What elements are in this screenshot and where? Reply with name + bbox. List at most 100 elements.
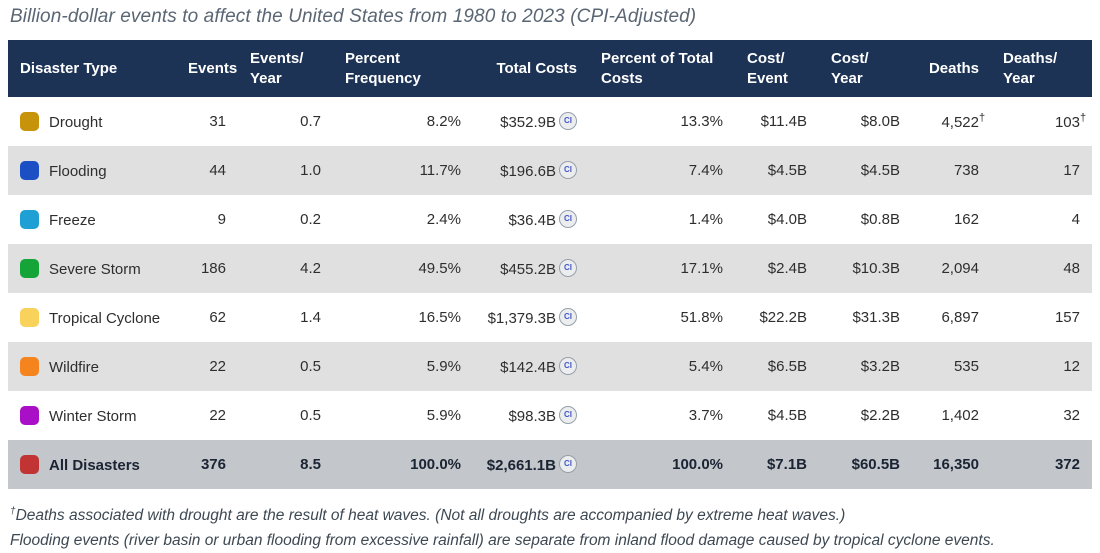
cell-events-per-year: 4.2	[300, 260, 321, 277]
table-row: Severe Storm 186 4.2 49.5% $455.2B CI 17.1% $2.…	[8, 244, 1092, 293]
column-header-disaster-type: Disaster Type	[8, 40, 176, 97]
cell-cost-per-event: $4.5B	[767, 162, 807, 179]
dagger-symbol: †	[10, 506, 16, 517]
table-row: Freeze 9 0.2 2.4% $36.4B CI 1.4% $4.0B $0.8B 162 4	[8, 195, 1092, 244]
disaster-color-swatch	[20, 455, 39, 474]
cell-cost-per-event: $2.4B	[767, 260, 807, 277]
table-row: Drought 31 0.7 8.2% $352.9B CI 13.3% $11.4B $8.0…	[8, 97, 1092, 146]
table-header: Disaster Type Events Events/ Year Percent F…	[8, 40, 1092, 97]
column-header-percent-frequency: Percent Frequency	[333, 40, 473, 97]
cell-percent-of-total-costs: 51.8%	[680, 309, 723, 326]
cell-cost-per-year: $4.5B	[860, 162, 900, 179]
footnote-text: Deaths associated with drought are the r…	[15, 507, 846, 525]
cell-events-per-year: 0.5	[300, 358, 321, 375]
cell-cost-per-event: $4.5B	[767, 407, 807, 424]
confidence-interval-badge[interactable]: CI	[559, 161, 577, 179]
footnote-drought-deaths: †Deaths associated with drought are the …	[10, 505, 1092, 528]
cell-cost-per-year: $0.8B	[860, 211, 900, 228]
cell-cost-per-event: $7.1B	[766, 456, 807, 473]
cell-deaths: 6,897	[941, 309, 979, 326]
cell-events: 31	[209, 113, 226, 130]
cell-deaths: 16,350	[933, 456, 979, 473]
table-row: Winter Storm 22 0.5 5.9% $98.3B CI 3.7% $4.5B $2…	[8, 391, 1092, 440]
cell-percent-frequency: 8.2%	[426, 113, 461, 130]
cell-cost-per-event: $4.0B	[767, 211, 807, 228]
disaster-color-swatch	[20, 357, 39, 376]
cell-percent-of-total-costs: 3.7%	[688, 407, 723, 424]
cell-percent-frequency: 100.0%	[410, 456, 461, 473]
cell-percent-frequency: 5.9%	[426, 407, 461, 424]
cell-deaths: 535	[953, 358, 979, 375]
column-header-total-costs: Total Costs	[473, 40, 589, 97]
confidence-interval-badge[interactable]: CI	[559, 308, 577, 326]
cell-percent-of-total-costs: 5.4%	[688, 358, 723, 375]
cell-cost-per-year: $8.0B	[860, 113, 900, 130]
cell-total-costs: $36.4B CI	[473, 195, 589, 244]
confidence-interval-badge[interactable]: CI	[559, 259, 577, 277]
cell-total-costs: $1,379.3B CI	[473, 293, 589, 342]
cell-disaster-type: Wildfire	[8, 342, 176, 391]
cell-deaths-per-year: 48	[1063, 260, 1080, 277]
cell-cost-per-year: $3.2B	[860, 358, 900, 375]
disaster-type-label: Flooding	[49, 163, 107, 180]
cell-deaths: 1,402	[941, 407, 979, 424]
disaster-color-swatch	[20, 210, 39, 229]
cell-events: 44	[209, 162, 226, 179]
cell-events: 22	[209, 358, 226, 375]
disaster-color-swatch	[20, 406, 39, 425]
cell-deaths-per-year: 372	[1054, 456, 1080, 473]
cell-percent-of-total-costs: 1.4%	[688, 211, 723, 228]
cell-total-costs: $142.4B CI	[473, 342, 589, 391]
cell-deaths-per-year: 157	[1054, 309, 1080, 326]
disaster-type-label: Wildfire	[49, 359, 100, 376]
cell-deaths: 738	[953, 162, 979, 179]
confidence-interval-badge[interactable]: CI	[559, 357, 577, 375]
cell-events: 62	[209, 309, 226, 326]
cell-events-per-year: 0.5	[300, 407, 321, 424]
cell-events-per-year: 1.4	[300, 309, 321, 326]
cell-cost-per-event: $22.2B	[759, 309, 807, 326]
cell-disaster-type: Severe Storm	[8, 244, 176, 293]
confidence-interval-badge[interactable]: CI	[559, 406, 577, 424]
cell-percent-frequency: 5.9%	[426, 358, 461, 375]
disaster-table: Disaster Type Events Events/ Year Percent F…	[8, 40, 1092, 489]
table-row-total: All Disasters 376 8.5 100.0% $2,661.1B CI 100.…	[8, 440, 1092, 489]
cell-events: 9	[217, 211, 226, 228]
column-header-cost-event: Cost/ Event	[735, 40, 819, 97]
disaster-type-label: All Disasters	[49, 457, 140, 474]
disaster-color-swatch	[20, 112, 39, 131]
cell-percent-of-total-costs: 100.0%	[672, 456, 723, 473]
confidence-interval-badge[interactable]: CI	[559, 210, 577, 228]
cell-deaths-per-year: 12	[1063, 358, 1080, 375]
cell-deaths: 162	[953, 211, 979, 228]
cell-deaths-per-year: 103†	[1054, 112, 1087, 131]
cell-events-per-year: 0.7	[300, 113, 321, 130]
cell-cost-per-year: $10.3B	[852, 260, 900, 277]
footnote-text: Flooding events (river basin or urban fl…	[10, 531, 995, 549]
column-header-deaths-year: Deaths/ Year	[991, 40, 1092, 97]
column-header-percent-of-total-costs: Percent of Total Costs	[589, 40, 735, 97]
confidence-interval-badge[interactable]: CI	[559, 112, 577, 130]
cell-disaster-type: Drought	[8, 97, 176, 146]
cell-disaster-type: Flooding	[8, 146, 176, 195]
cell-deaths-per-year: 4	[1071, 211, 1080, 228]
disaster-color-swatch	[20, 259, 39, 278]
column-header-cost-year: Cost/ Year	[819, 40, 912, 97]
footnote-flooding-events: Flooding events (river basin or urban fl…	[10, 530, 1092, 552]
disaster-type-label: Severe Storm	[49, 261, 141, 278]
cell-events: 376	[200, 456, 226, 473]
footnotes: †Deaths associated with drought are the …	[10, 505, 1092, 552]
cell-cost-per-event: $6.5B	[767, 358, 807, 375]
cell-percent-frequency: 49.5%	[418, 260, 461, 277]
disaster-type-label: Tropical Cyclone	[49, 310, 161, 327]
cell-events: 22	[209, 407, 226, 424]
cell-deaths: 4,522†	[941, 112, 986, 131]
confidence-interval-badge[interactable]: CI	[559, 455, 577, 473]
cell-percent-of-total-costs: 7.4%	[688, 162, 723, 179]
table-row: Flooding 44 1.0 11.7% $196.6B CI 7.4% $4.5B $4.5…	[8, 146, 1092, 195]
cell-cost-per-year: $31.3B	[852, 309, 900, 326]
cell-events-per-year: 1.0	[300, 162, 321, 179]
column-header-events-year: Events/ Year	[238, 40, 333, 97]
cell-percent-of-total-costs: 17.1%	[680, 260, 723, 277]
